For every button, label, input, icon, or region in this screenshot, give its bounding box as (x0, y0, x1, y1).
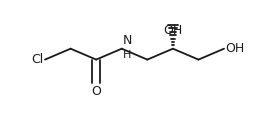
Text: O: O (91, 85, 101, 99)
Text: OH: OH (225, 42, 244, 55)
Text: H: H (123, 50, 131, 60)
Text: Cl: Cl (32, 53, 44, 66)
Text: OH: OH (163, 24, 183, 37)
Text: N: N (123, 34, 132, 47)
